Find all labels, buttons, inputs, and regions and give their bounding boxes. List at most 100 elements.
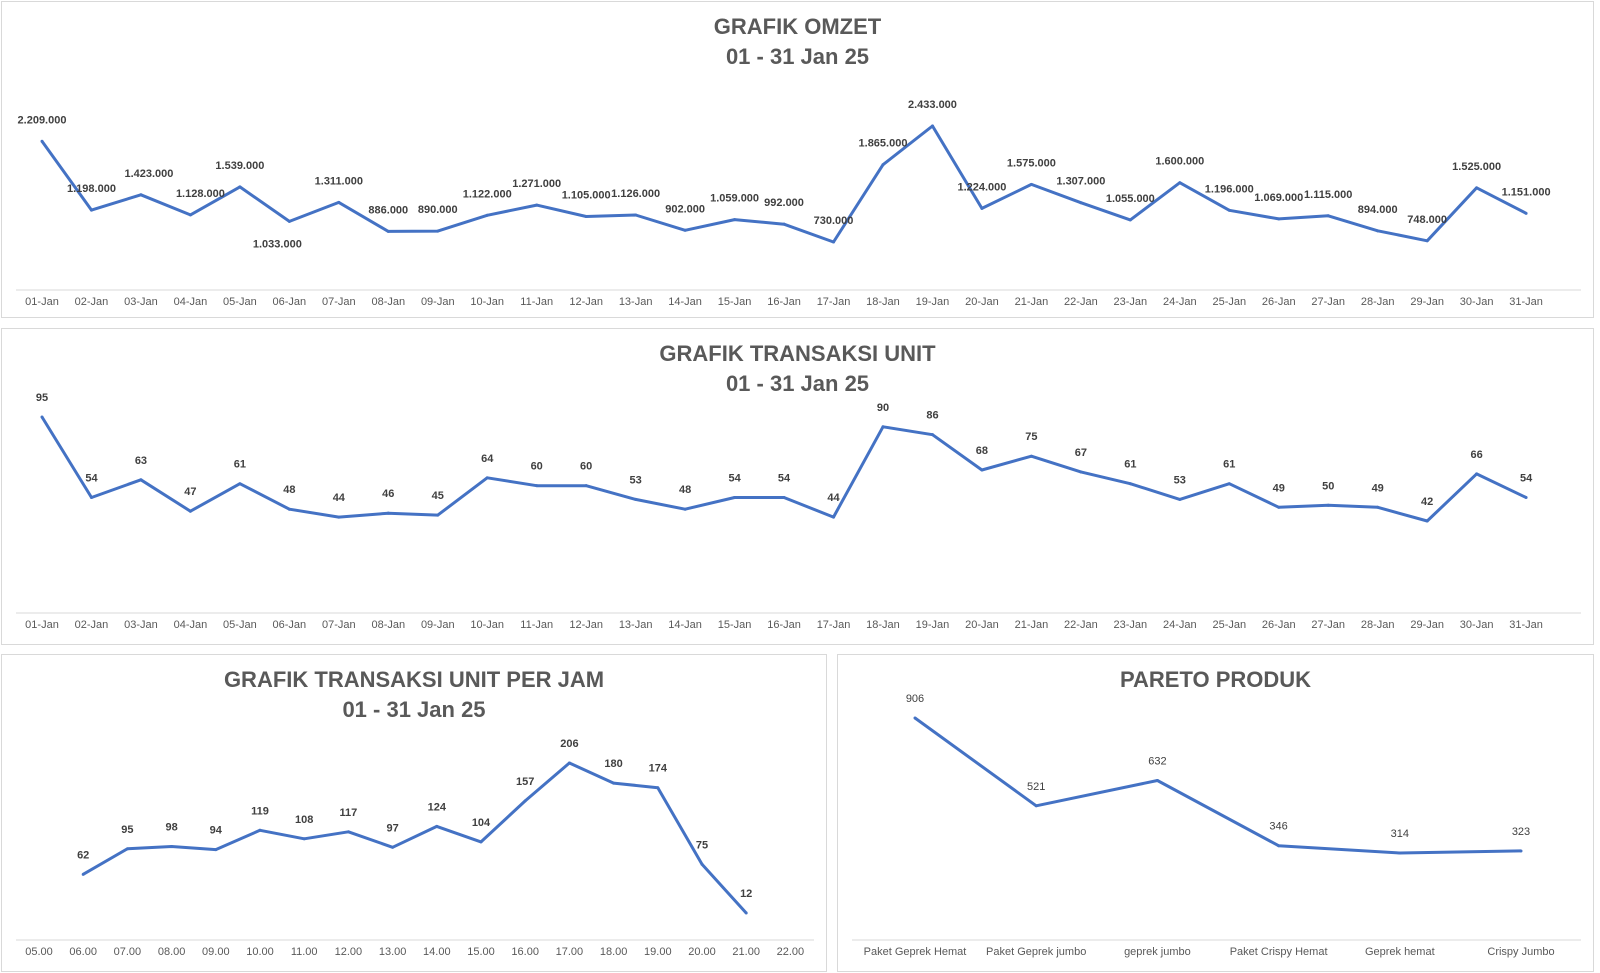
data-label: 98 bbox=[165, 822, 177, 834]
data-label: 886.000 bbox=[368, 204, 408, 216]
data-label: 1.196.000 bbox=[1205, 183, 1254, 195]
chart-title: PARETO PRODUK bbox=[1119, 667, 1312, 692]
data-label: 108 bbox=[295, 814, 313, 826]
chart-subtitle: 01 - 31 Jan 25 bbox=[342, 697, 486, 722]
data-label: 45 bbox=[432, 490, 444, 502]
data-label: 1.122.000 bbox=[463, 188, 512, 200]
data-label: 49 bbox=[1372, 482, 1384, 494]
data-label: 44 bbox=[333, 492, 346, 504]
x-tick-label: 27-Jan bbox=[1311, 619, 1345, 631]
data-point bbox=[238, 482, 242, 486]
x-tick-label: 10-Jan bbox=[470, 296, 504, 308]
data-point bbox=[337, 515, 341, 519]
data-label: 94 bbox=[210, 825, 223, 837]
x-tick-label: 08.00 bbox=[158, 946, 186, 958]
data-point bbox=[612, 781, 616, 785]
x-tick-label: 07-Jan bbox=[322, 296, 356, 308]
data-point bbox=[634, 213, 638, 217]
data-point bbox=[188, 213, 192, 217]
x-tick-label: 23-Jan bbox=[1114, 619, 1148, 631]
data-label: 64 bbox=[481, 453, 494, 465]
x-tick-label: Geprek hemat bbox=[1365, 946, 1435, 958]
data-label: 1.105.000 bbox=[562, 189, 611, 201]
data-point bbox=[584, 484, 588, 488]
data-point bbox=[139, 193, 143, 197]
x-tick-label: 15-Jan bbox=[718, 296, 752, 308]
data-point bbox=[832, 240, 836, 244]
data-label: 1.059.000 bbox=[710, 193, 759, 205]
x-tick-label: 06.00 bbox=[69, 946, 97, 958]
x-tick-label: 14-Jan bbox=[668, 619, 702, 631]
data-label: 61 bbox=[1223, 459, 1235, 471]
x-tick-label: 26-Jan bbox=[1262, 296, 1296, 308]
x-tick-label: 11.00 bbox=[291, 946, 318, 958]
x-tick-label: 19-Jan bbox=[916, 296, 950, 308]
data-point bbox=[214, 848, 218, 852]
data-point bbox=[40, 415, 44, 419]
x-tick-label: 13-Jan bbox=[619, 619, 653, 631]
data-label: 95 bbox=[121, 824, 133, 836]
data-label: 104 bbox=[472, 817, 491, 829]
x-tick-label: 05-Jan bbox=[223, 619, 257, 631]
data-label: 1.865.000 bbox=[859, 138, 908, 150]
data-label: 50 bbox=[1322, 480, 1334, 492]
data-label: 48 bbox=[679, 484, 691, 496]
chart-jam-svg: 05.00 06.00 07.00 08.00 09.00 10.00 11.00 12.00… bbox=[16, 738, 814, 958]
data-point bbox=[1155, 778, 1159, 782]
series-line bbox=[40, 416, 1527, 523]
data-point bbox=[881, 163, 885, 167]
data-point bbox=[913, 716, 917, 720]
data-label: 730.000 bbox=[814, 215, 854, 227]
x-tick-label: 21-Jan bbox=[1015, 296, 1049, 308]
data-label: 1.069.000 bbox=[1254, 192, 1303, 204]
data-point bbox=[238, 185, 242, 189]
x-tick-label: 16-Jan bbox=[767, 296, 801, 308]
data-point bbox=[1034, 804, 1038, 808]
data-point bbox=[337, 200, 341, 204]
x-tick-label: 21-Jan bbox=[1015, 619, 1049, 631]
chart-subtitle: 01 - 31 Jan 25 bbox=[725, 44, 870, 69]
chart-title: GRAFIK OMZET bbox=[713, 14, 882, 39]
data-label: 124 bbox=[428, 801, 447, 813]
data-point bbox=[733, 218, 737, 222]
data-point bbox=[1227, 482, 1231, 486]
data-point bbox=[386, 511, 390, 515]
data-label: 54 bbox=[1520, 472, 1533, 484]
data-point bbox=[287, 507, 291, 511]
data-point bbox=[485, 213, 489, 217]
data-point bbox=[744, 911, 748, 915]
chart-title-omzet: GRAFIK OMZET 01 - 31 Jan 25 bbox=[2, 12, 1593, 72]
data-label: 1.311.000 bbox=[315, 175, 363, 187]
x-tick-label: 22-Jan bbox=[1064, 296, 1098, 308]
data-label: 748.000 bbox=[1407, 214, 1447, 226]
data-point bbox=[139, 478, 143, 482]
data-label: 346 bbox=[1269, 821, 1287, 833]
data-point bbox=[258, 828, 262, 832]
x-tick-label: 14-Jan bbox=[668, 296, 702, 308]
data-point bbox=[386, 229, 390, 233]
x-tick-label: 18.00 bbox=[600, 946, 628, 958]
data-label: 1.423.000 bbox=[124, 168, 173, 180]
data-point bbox=[523, 799, 527, 803]
data-label: 1.271.000 bbox=[512, 178, 561, 190]
chart-title: GRAFIK TRANSAKSI UNIT PER JAM bbox=[223, 667, 605, 692]
data-point bbox=[170, 845, 174, 849]
data-label: 75 bbox=[696, 839, 708, 851]
data-label: 67 bbox=[1075, 447, 1087, 459]
x-tick-label: 05-Jan bbox=[223, 296, 257, 308]
x-tick-label: 15.00 bbox=[467, 946, 495, 958]
data-label: 157 bbox=[516, 776, 534, 788]
x-tick-label: 10.00 bbox=[246, 946, 274, 958]
data-point bbox=[302, 837, 306, 841]
data-label: 97 bbox=[386, 822, 398, 834]
chart-subtitle: 01 - 31 Jan 25 bbox=[725, 371, 870, 396]
chart-panel-unit: GRAFIK TRANSAKSI UNIT 01 - 31 Jan 25 01-… bbox=[1, 328, 1594, 645]
x-tick-label: 28-Jan bbox=[1361, 296, 1395, 308]
data-label: 206 bbox=[560, 738, 578, 750]
x-tick-label: 03-Jan bbox=[124, 296, 158, 308]
series-line bbox=[82, 761, 748, 915]
x-tick-label: 17.00 bbox=[556, 946, 584, 958]
data-label: 46 bbox=[382, 488, 394, 500]
x-tick-label: 29-Jan bbox=[1410, 619, 1444, 631]
data-label: 1.055.000 bbox=[1106, 193, 1155, 205]
